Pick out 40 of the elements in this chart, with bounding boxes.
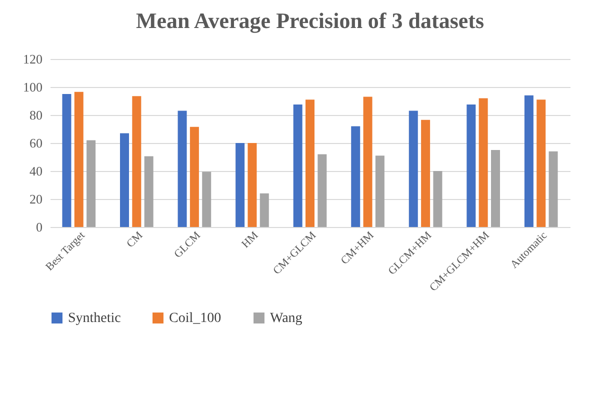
y-tick-label: 40: [30, 164, 42, 178]
bar: [306, 100, 314, 227]
bar: [236, 143, 245, 227]
y-tick-label: 80: [30, 108, 42, 122]
bar: [408, 110, 418, 227]
bar: [490, 150, 500, 227]
legend-label: Wang: [270, 311, 302, 326]
y-tick-label: 120: [23, 52, 42, 66]
y-tick-label: 0: [36, 220, 42, 234]
bar: [524, 95, 534, 227]
bar: [190, 126, 199, 227]
bar: [120, 133, 130, 227]
x-tick-label: CM: [124, 229, 146, 250]
bar: [62, 94, 72, 227]
legend-label: Coil_100: [169, 311, 222, 326]
bar: [86, 140, 96, 227]
bar: [248, 143, 257, 227]
chart-title: Mean Average Precision of 3 datasets: [136, 8, 484, 33]
bar: [318, 154, 327, 227]
bar: [548, 151, 558, 227]
bar: [536, 100, 546, 227]
y-tick-label: 60: [30, 136, 42, 150]
bar: [466, 104, 476, 227]
bar: [363, 96, 372, 227]
bar: [293, 104, 302, 227]
legend-label: Synthetic: [68, 311, 121, 326]
bar: [178, 110, 187, 227]
bar: [74, 92, 84, 227]
bar: [421, 120, 430, 227]
bar: [132, 96, 142, 227]
x-tick-label: HM: [240, 229, 261, 251]
bar: [478, 98, 488, 227]
y-tick-label: 20: [30, 192, 42, 206]
bar: [144, 156, 154, 227]
y-tick-label: 100: [23, 80, 42, 94]
bar: [351, 126, 360, 227]
bar: [375, 156, 384, 227]
bar: [433, 171, 442, 227]
bar: [260, 193, 269, 227]
bar: [202, 172, 212, 227]
